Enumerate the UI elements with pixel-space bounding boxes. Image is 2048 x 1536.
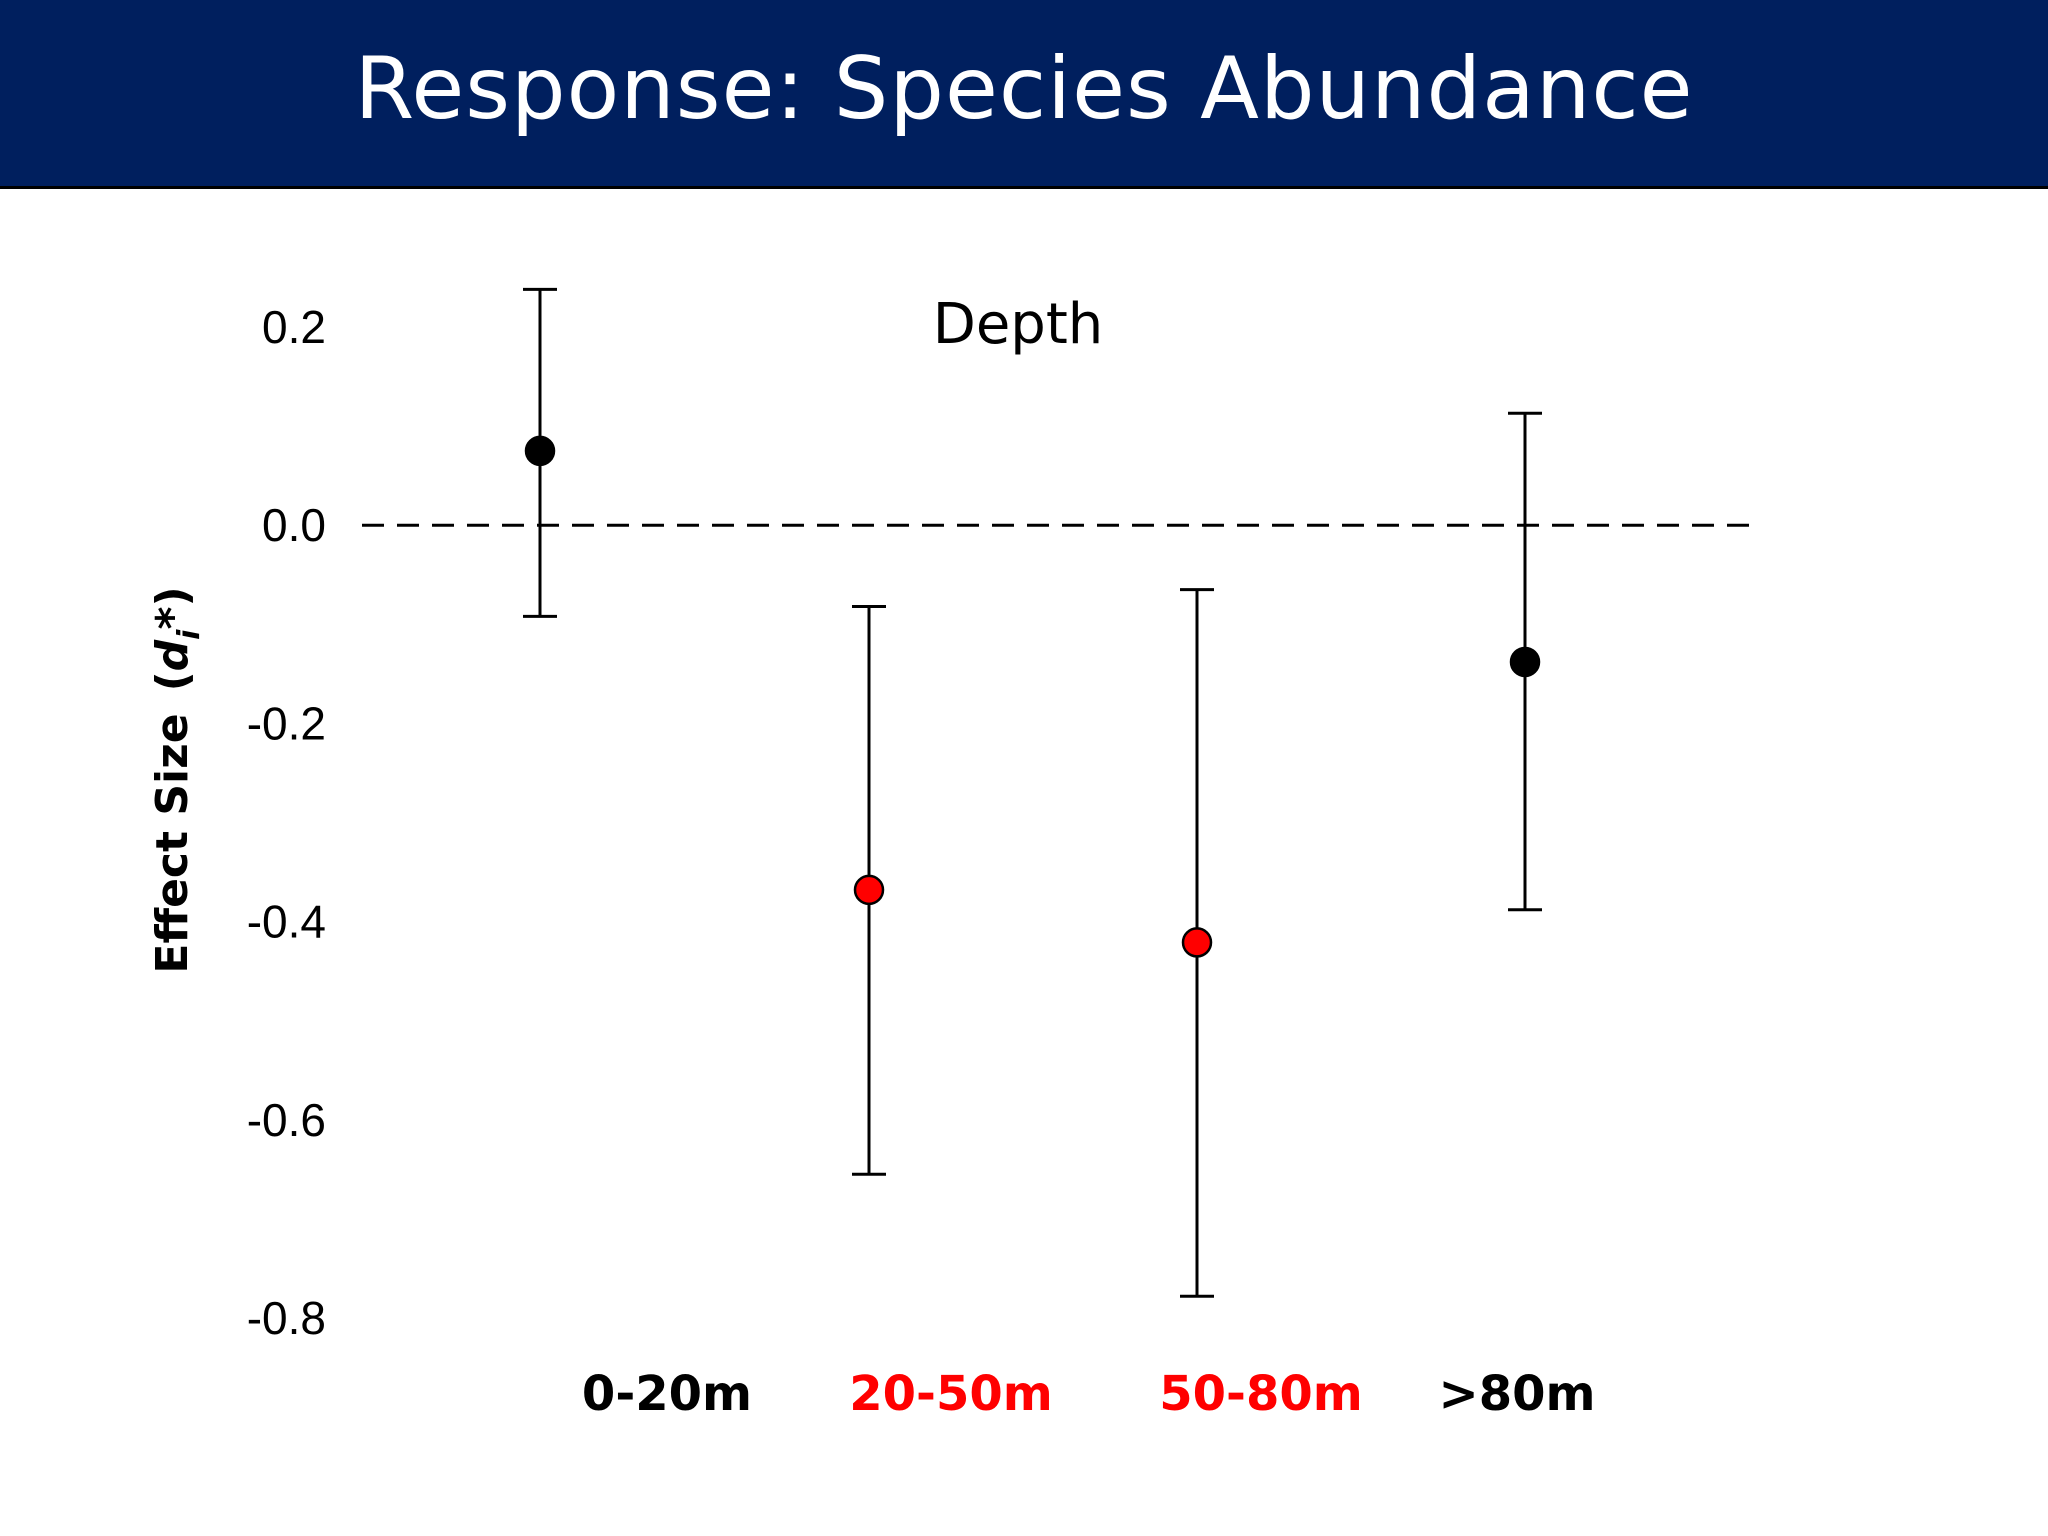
data-points (524, 435, 1541, 958)
category-labels: 0-20m 20-50m 50-80m >80m (582, 1366, 1596, 1422)
category-label: 0-20m (582, 1366, 752, 1422)
panel-label: Depth (933, 292, 1104, 357)
data-point (524, 435, 556, 467)
y-tick-label: -0.4 (247, 896, 326, 948)
y-tick-label: -0.8 (247, 1292, 326, 1344)
y-axis-superscript: * (147, 606, 198, 629)
y-tick-label: -0.6 (247, 1094, 326, 1146)
y-tick-label: 0.0 (262, 499, 326, 551)
category-label: 20-50m (849, 1366, 1053, 1422)
slide-title: Response: Species Abundance (354, 39, 1694, 139)
data-point (1509, 646, 1541, 678)
y-axis-subscript: i (172, 629, 207, 640)
y-tick-labels: 0.2 0.0 -0.2 -0.4 -0.6 -0.8 (247, 301, 326, 1344)
y-tick-label: -0.2 (247, 697, 326, 749)
data-point (853, 874, 885, 906)
title-banner: Response: Species Abundance (0, 0, 2048, 189)
category-label: >80m (1438, 1366, 1595, 1422)
category-label: 50-80m (1159, 1366, 1363, 1422)
y-axis-title: Effect Size(di*) (147, 586, 207, 973)
data-point (1181, 927, 1213, 958)
y-axis-title-text: Effect Size (147, 713, 198, 973)
y-axis-symbol: d (147, 639, 198, 671)
y-tick-label: 0.2 (262, 301, 326, 353)
error-bars (523, 287, 1542, 1298)
